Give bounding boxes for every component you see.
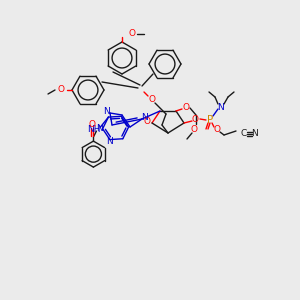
Text: N: N xyxy=(141,113,147,122)
Text: O: O xyxy=(148,95,155,104)
Text: N: N xyxy=(218,103,224,112)
Text: O: O xyxy=(191,115,199,124)
Text: P: P xyxy=(207,115,213,125)
Text: O: O xyxy=(128,29,136,38)
Text: O: O xyxy=(143,118,151,127)
Text: O: O xyxy=(182,103,190,112)
Text: N: N xyxy=(250,128,257,137)
Text: O: O xyxy=(190,125,197,134)
Text: C: C xyxy=(241,128,247,137)
Text: O: O xyxy=(89,120,96,129)
Text: N: N xyxy=(103,106,110,116)
Text: N: N xyxy=(106,137,113,146)
Text: O: O xyxy=(58,85,64,94)
Text: O: O xyxy=(214,125,220,134)
Text: N: N xyxy=(96,124,103,133)
Text: NH: NH xyxy=(87,124,100,134)
